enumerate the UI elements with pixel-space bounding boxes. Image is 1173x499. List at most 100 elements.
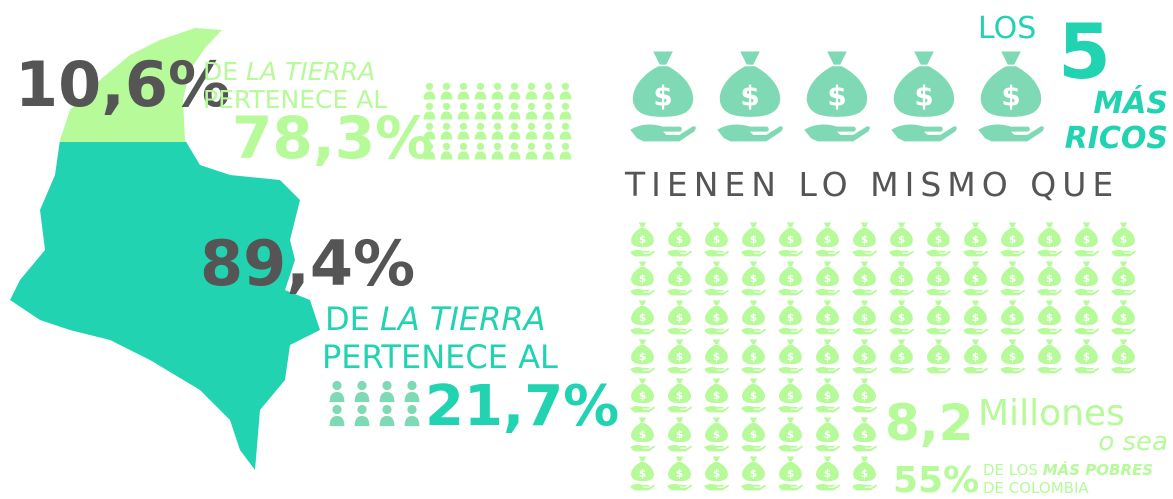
unit: Millones	[978, 393, 1125, 434]
money-icon	[704, 222, 729, 257]
money-icon	[630, 300, 655, 335]
money-icon	[741, 417, 766, 452]
person-icon	[354, 380, 370, 403]
caption-word: DE	[203, 57, 238, 86]
money-icon	[630, 222, 655, 257]
share: 78,3%	[232, 104, 433, 172]
money-icon	[630, 261, 655, 296]
person-icon	[542, 142, 555, 160]
money-icon	[741, 261, 766, 296]
caption-word: DE LOS	[983, 461, 1038, 479]
money-icon	[1037, 300, 1062, 335]
money-icon	[963, 222, 988, 257]
money-icon	[889, 222, 914, 257]
money-icon	[1111, 222, 1136, 257]
money-icon	[741, 339, 766, 374]
money-icon	[889, 339, 914, 374]
money-icon	[1000, 222, 1025, 257]
percent: 55%	[893, 460, 979, 499]
money-icon	[1111, 261, 1136, 296]
person-icon	[474, 82, 487, 100]
money-icon	[852, 300, 877, 335]
person-icon	[525, 102, 538, 120]
money-icon	[926, 222, 951, 257]
person-icon	[474, 122, 487, 140]
money-icon	[704, 456, 729, 491]
person-icon	[423, 82, 436, 100]
money-icon	[963, 300, 988, 335]
caption-word: DE	[325, 300, 370, 338]
money-icons	[630, 51, 1044, 142]
money-icon	[704, 417, 729, 452]
caption: DE LA TIERRA	[203, 57, 375, 86]
money-icon	[778, 417, 803, 452]
person-icon	[329, 380, 345, 403]
person-icon	[508, 102, 521, 120]
money-icon	[891, 51, 957, 142]
money-icon	[1074, 261, 1099, 296]
money-icon	[963, 261, 988, 296]
money-icon	[1037, 222, 1062, 257]
person-icon	[491, 142, 504, 160]
person-icon	[491, 82, 504, 100]
person-icon	[474, 102, 487, 120]
money-icon	[778, 300, 803, 335]
money-icon	[926, 300, 951, 335]
map-north	[59, 28, 222, 142]
money-icon	[852, 378, 877, 413]
money-icon	[741, 456, 766, 491]
money-icon	[926, 261, 951, 296]
number: 8,2	[885, 394, 974, 452]
person-icon	[440, 82, 453, 100]
money-icon	[630, 339, 655, 374]
person-icon	[542, 102, 555, 120]
money-icon	[963, 339, 988, 374]
money-icon	[778, 456, 803, 491]
money-icon	[667, 300, 692, 335]
money-icon	[741, 222, 766, 257]
person-icon	[474, 142, 487, 160]
person-icon	[457, 122, 470, 140]
money-icon	[852, 261, 877, 296]
money-icon	[852, 222, 877, 257]
money-icon	[1074, 300, 1099, 335]
money-icon	[741, 300, 766, 335]
money-icon	[1111, 339, 1136, 374]
person-icon	[379, 404, 395, 427]
person-icon	[559, 82, 572, 100]
person-icon	[440, 122, 453, 140]
money-icon	[630, 378, 655, 413]
map	[10, 28, 320, 470]
person-icon	[404, 380, 420, 403]
caption: DE LA TIERRA	[325, 300, 545, 338]
money-icon	[667, 339, 692, 374]
caption-emphasis: LA TIERRA	[380, 300, 545, 338]
money-icon	[889, 300, 914, 335]
money-icon	[852, 417, 877, 452]
money-icon	[815, 339, 840, 374]
person-icon	[491, 102, 504, 120]
person-icon	[508, 82, 521, 100]
percent: 89,4%	[200, 227, 415, 300]
money-icons	[630, 222, 1136, 491]
money-icon	[1000, 339, 1025, 374]
money-icon	[1074, 222, 1099, 257]
heading: LOS	[978, 11, 1036, 46]
money-icon	[815, 222, 840, 257]
money-icon	[667, 261, 692, 296]
money-icon	[778, 222, 803, 257]
money-icon	[704, 378, 729, 413]
person-icon	[457, 142, 470, 160]
person-icon	[329, 404, 345, 427]
money-icon	[815, 456, 840, 491]
money-icon	[704, 300, 729, 335]
money-icon	[815, 300, 840, 335]
person-icon	[404, 404, 420, 427]
money-icon	[630, 456, 655, 491]
heading: RICOS	[1065, 121, 1168, 156]
caption: PERTENECE AL	[203, 85, 387, 114]
person-icon	[542, 122, 555, 140]
money-icon	[852, 339, 877, 374]
person-icon	[457, 102, 470, 120]
